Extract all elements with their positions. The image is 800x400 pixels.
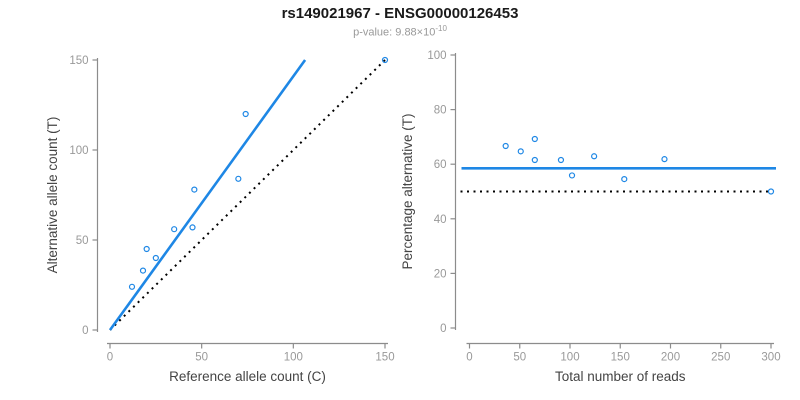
x-axis-title: Total number of reads [555,369,686,384]
data-point [502,142,509,150]
identity-line-dotted [109,59,386,331]
data-point [531,156,538,164]
y-tick-label: 0 [440,323,446,335]
data-point [517,148,524,155]
x-tick-label: 0 [107,352,113,364]
y-axis-title: Alternative allele count (T) [45,117,60,274]
y-tick-label: 100 [69,145,88,157]
y-tick-label: 0 [82,325,88,337]
data-point [171,226,178,233]
data-point [152,254,159,262]
data-point [661,156,668,163]
x-axis-title: Reference allele count (C) [169,369,326,384]
x-tick-label: 50 [513,352,526,364]
p-value-base: p-value: 9.88×10 [353,26,436,39]
data-point [767,188,775,195]
data-point [139,267,147,274]
p-value-exponent: -10 [435,24,447,33]
x-tick-label: 250 [711,352,730,364]
data-point [235,175,242,182]
x-tick-label: 0 [466,352,472,364]
data-point [189,224,196,231]
data-point [128,283,136,290]
x-tick-label: 100 [284,352,303,364]
y-tick-label: 60 [434,159,447,171]
data-point [531,135,538,143]
data-point [191,186,198,193]
data-point [621,175,628,183]
data-point [568,172,576,179]
x-tick-label: 300 [761,352,780,364]
y-tick-label: 80 [434,105,447,117]
y-tick-label: 150 [69,55,88,67]
p-value-label: p-value: 9.88×10-10 [0,24,800,39]
x-tick-label: 200 [661,352,680,364]
x-tick-label: 50 [195,352,208,364]
fitted-line [108,59,307,331]
y-tick-label: 50 [76,235,89,247]
x-tick-label: 150 [611,352,630,364]
plot-title: rs149021967 - ENSG00000126453 [281,5,519,22]
y-tick-label: 40 [434,214,447,226]
x-tick-label: 100 [560,352,579,364]
y-axis-title: Percentage alternative (T) [400,113,415,269]
data-point [242,110,249,118]
data-point [143,245,150,253]
data-point [591,153,598,160]
x-tick-label: 150 [375,352,394,364]
y-tick-label: 20 [434,268,447,280]
data-point [557,156,565,164]
data-point [381,56,389,64]
y-tick-label: 100 [427,50,446,62]
